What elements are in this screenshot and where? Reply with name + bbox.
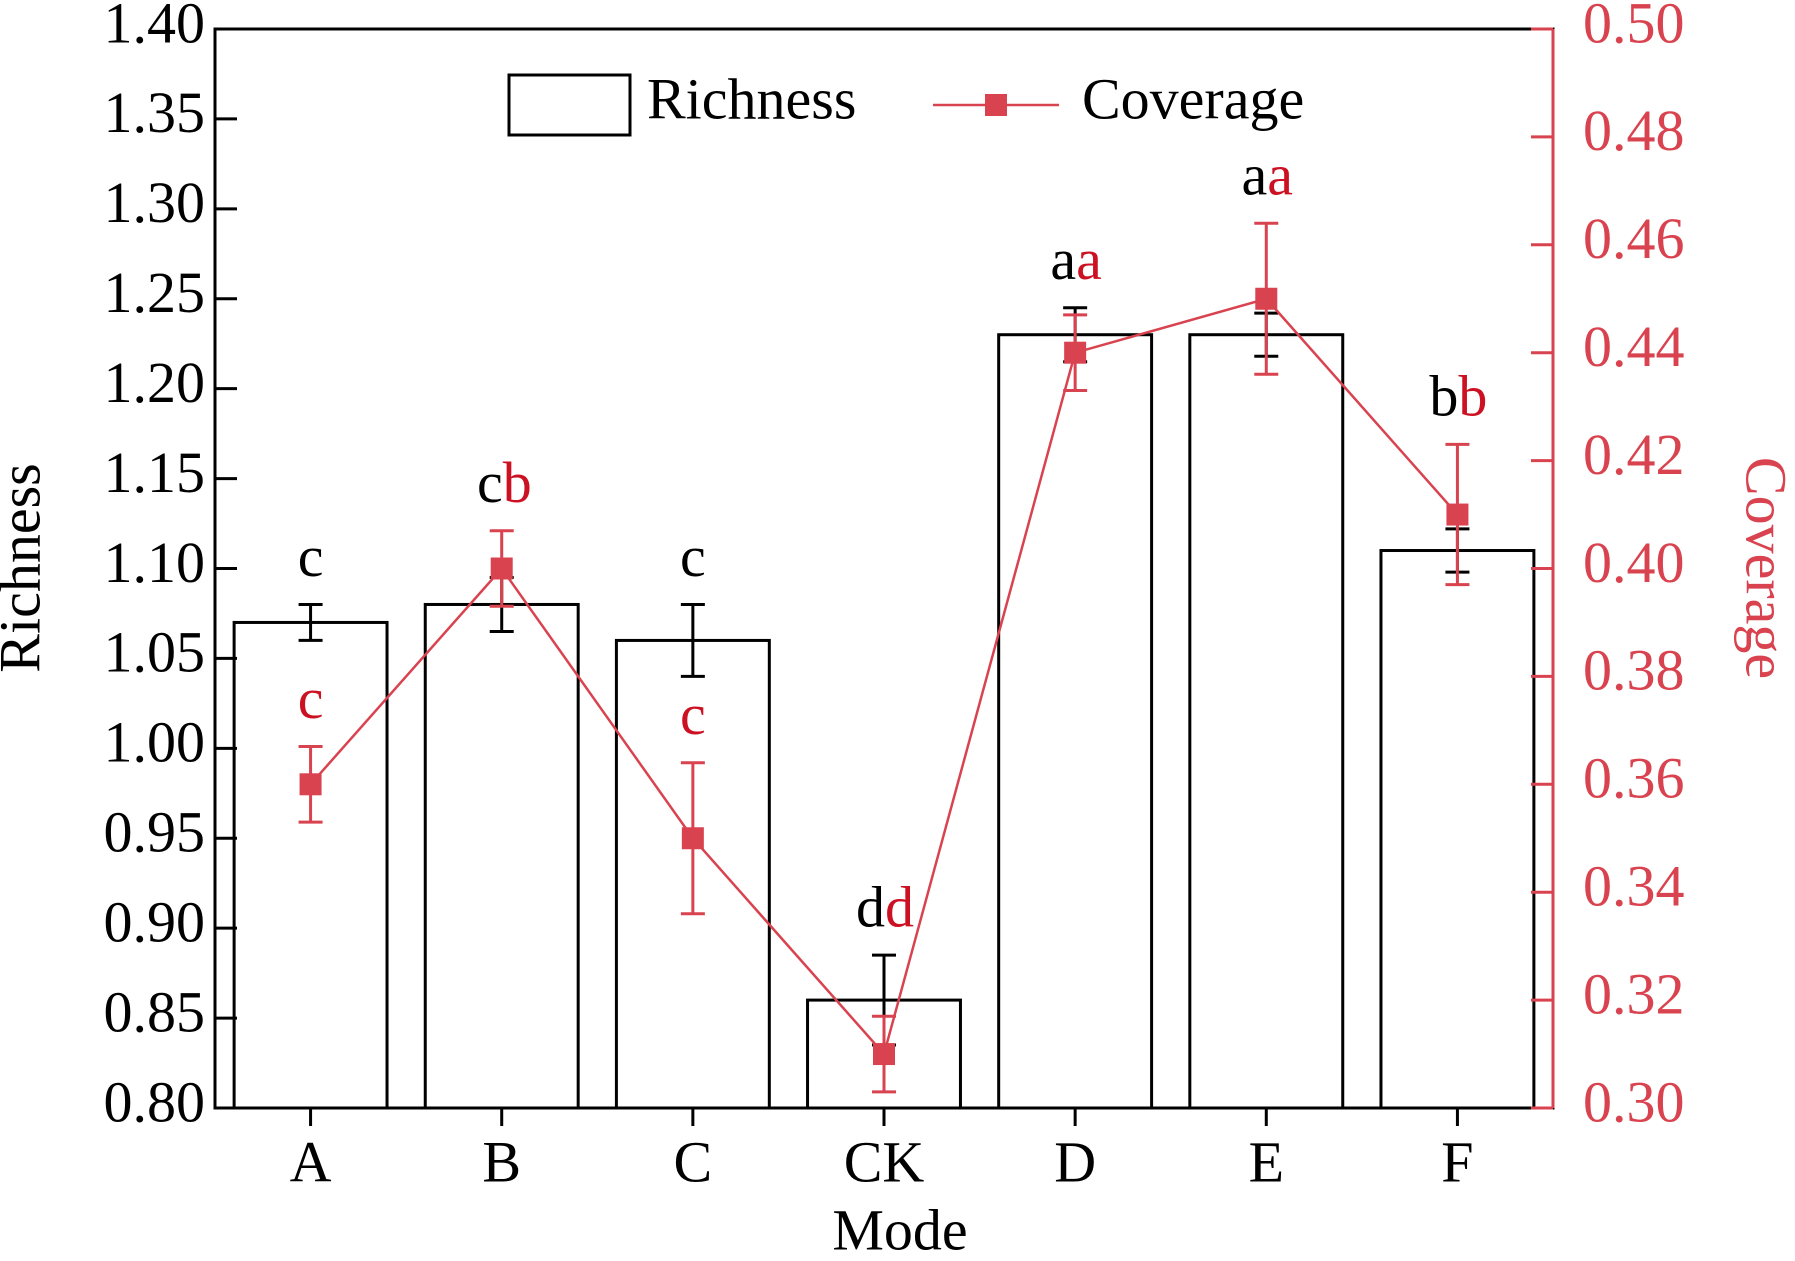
y2-tick-label: 0.50	[1583, 0, 1685, 55]
y-tick-label: 1.00	[104, 710, 206, 775]
y-tick-label: 0.95	[104, 800, 206, 865]
y-tick-label: 0.85	[104, 979, 206, 1044]
y-tick-label: 1.20	[104, 350, 206, 415]
y2-tick-label: 0.32	[1583, 961, 1685, 1026]
coverage-letter: a	[1076, 227, 1102, 292]
bar-error-bar	[680, 602, 705, 678]
line-marker	[1064, 341, 1087, 364]
y2-tick-label: 0.48	[1583, 98, 1685, 163]
x-tick-label: A	[290, 1129, 332, 1194]
x-tick-label: C	[674, 1129, 713, 1194]
richness-letter: b	[1429, 364, 1458, 429]
line-marker	[299, 773, 322, 796]
plot-frame	[213, 27, 1555, 1110]
y-tick-label: 1.30	[104, 170, 206, 235]
y-tick-label: 1.05	[104, 620, 206, 685]
y-tick-label: 1.15	[104, 440, 206, 505]
line-marker	[490, 557, 513, 580]
richness-letter: d	[856, 874, 885, 939]
y2-tick-label: 0.40	[1583, 530, 1685, 595]
richness-letter: c	[298, 524, 324, 589]
bar-error-bar	[298, 602, 323, 642]
richness-letter: a	[1242, 143, 1268, 208]
x-tick-label: B	[482, 1129, 521, 1194]
y2-tick-label: 0.42	[1583, 422, 1685, 487]
coverage-letter: a	[1267, 143, 1293, 208]
x-axis-label: Mode	[832, 1197, 967, 1261]
bar	[423, 602, 580, 1110]
x-tick-label: E	[1249, 1129, 1284, 1194]
legend-marker	[985, 94, 1007, 116]
coverage-letter: d	[885, 874, 914, 939]
y-tick-label: 1.25	[104, 260, 206, 325]
richness-letter: c	[477, 450, 503, 515]
richness-letter: c	[680, 524, 706, 589]
richness-letter: a	[1050, 227, 1076, 292]
coverage-letter: b	[1458, 364, 1487, 429]
x-tick-label: CK	[844, 1129, 925, 1194]
y-tick-label: 1.10	[104, 530, 206, 595]
y-tick-label: 0.90	[104, 889, 206, 954]
y-tick-label: 0.80	[104, 1069, 206, 1134]
bar	[997, 333, 1154, 1110]
y-tick-label: 1.35	[104, 80, 206, 145]
legend-label: Coverage	[1082, 66, 1304, 131]
bar	[1188, 333, 1345, 1110]
coverage-letter: c	[680, 682, 706, 747]
y-axis-label: Richness	[0, 463, 52, 672]
legend-label: Richness	[647, 66, 856, 131]
y2-tick-label: 0.38	[1583, 638, 1685, 703]
coverage-letter: c	[298, 666, 324, 731]
bar	[232, 620, 389, 1110]
line-marker	[681, 827, 704, 850]
y2-tick-label: 0.34	[1583, 854, 1685, 919]
y2-tick-label: 0.46	[1583, 206, 1685, 271]
line-marker	[1446, 503, 1469, 526]
coverage-letter: b	[503, 450, 532, 515]
y2-tick-label: 0.44	[1583, 314, 1685, 379]
line-marker	[1255, 287, 1278, 310]
bar	[1379, 549, 1536, 1110]
x-tick-label: F	[1441, 1129, 1473, 1194]
legend-swatch	[507, 73, 632, 137]
y-tick-label: 1.40	[104, 0, 206, 55]
y2-axis-label: Coverage	[1734, 457, 1795, 679]
y2-tick-label: 0.36	[1583, 746, 1685, 811]
y2-tick-label: 0.30	[1583, 1069, 1685, 1134]
line-marker	[873, 1043, 895, 1066]
x-tick-label: D	[1054, 1129, 1096, 1194]
